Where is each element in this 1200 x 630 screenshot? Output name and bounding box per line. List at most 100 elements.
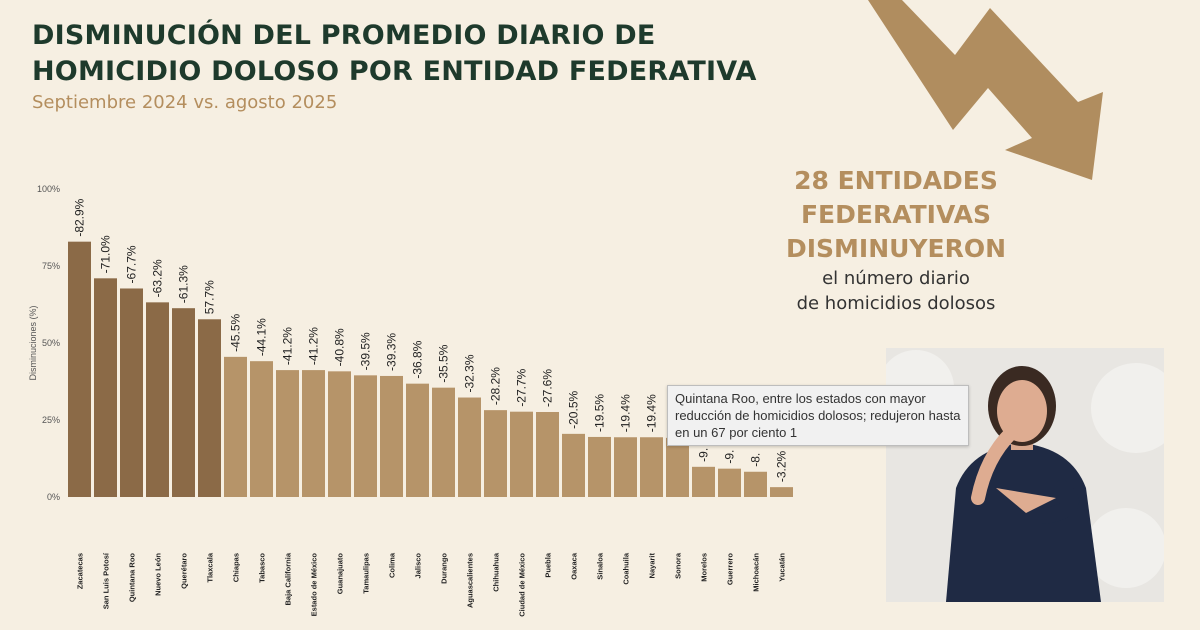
x-tick-label: Tamaulipas bbox=[362, 553, 371, 594]
x-tick-label: Baja California bbox=[284, 552, 293, 605]
x-tick-label: Nuevo León bbox=[154, 553, 163, 596]
data-label: -19.4% bbox=[619, 394, 633, 432]
data-label: -63.2% bbox=[151, 259, 165, 297]
bar bbox=[770, 487, 793, 497]
bar bbox=[68, 241, 91, 497]
x-tick-label: Guanajuato bbox=[336, 553, 345, 595]
data-label: -9. bbox=[723, 450, 737, 464]
data-label: -71.0% bbox=[99, 235, 113, 273]
data-label: -82.9% bbox=[73, 198, 87, 236]
bar bbox=[146, 302, 169, 497]
bar bbox=[172, 308, 195, 497]
caption-tooltip: Quintana Roo, entre los estados con mayo… bbox=[667, 385, 969, 446]
data-label: -9. bbox=[697, 448, 711, 462]
data-label: -41.2% bbox=[307, 327, 321, 365]
bar bbox=[666, 437, 689, 497]
bar bbox=[94, 278, 117, 497]
summary-callout: 28 ENTIDADES FEDERATIVAS DISMINUYERON el… bbox=[740, 164, 1052, 316]
x-tick-label: Coahuila bbox=[622, 552, 631, 584]
x-tick-label: Chiapas bbox=[232, 553, 241, 582]
x-tick-label: Nayarit bbox=[648, 553, 657, 579]
x-tick-label: Jalisco bbox=[414, 553, 423, 579]
x-tick-label: San Luis Potosí bbox=[102, 552, 111, 609]
bar bbox=[224, 356, 247, 497]
bar bbox=[614, 437, 637, 497]
bar bbox=[718, 468, 741, 497]
summary-line-2: FEDERATIVAS bbox=[800, 200, 991, 229]
x-tick-label: Aguascalientes bbox=[466, 553, 475, 608]
bar bbox=[250, 361, 273, 497]
data-label: -32.3% bbox=[463, 354, 477, 392]
bar bbox=[510, 411, 533, 497]
x-tick-label: Estado de México bbox=[310, 553, 319, 617]
bar-chart: Disminuciones (%) 0% 25% 50% 75% 100% -82.9% Za… bbox=[28, 184, 793, 617]
data-label: -41.2% bbox=[281, 327, 295, 365]
bar bbox=[692, 466, 715, 497]
x-tick-label: Guerrero bbox=[726, 553, 735, 586]
summary-line-5: de homicidios dolosos bbox=[796, 293, 996, 314]
y-tick-label: 100% bbox=[37, 184, 60, 194]
data-label: -19.5% bbox=[593, 394, 607, 432]
x-tick-label: Chihuahua bbox=[492, 552, 501, 592]
data-label: -27.7% bbox=[515, 368, 529, 406]
data-label: -28.2% bbox=[489, 367, 503, 405]
bar bbox=[380, 375, 403, 497]
chart-subtitle: Septiembre 2024 vs. agosto 2025 bbox=[32, 92, 338, 113]
summary-line-4: el número diario bbox=[822, 268, 970, 289]
x-tick-label: Tlaxcala bbox=[206, 552, 215, 582]
bar bbox=[302, 370, 325, 497]
bar bbox=[328, 371, 351, 497]
x-tick-label: Morelos bbox=[700, 553, 709, 582]
data-label: -39.3% bbox=[385, 333, 399, 371]
y-tick-label: 25% bbox=[42, 415, 60, 425]
y-axis-label: Disminuciones (%) bbox=[28, 305, 38, 380]
bar bbox=[588, 436, 611, 497]
bar bbox=[458, 397, 481, 497]
x-tick-label: Tabasco bbox=[258, 553, 267, 583]
bar bbox=[536, 411, 559, 497]
data-label: -8. bbox=[749, 453, 763, 467]
data-label: -3.2% bbox=[775, 450, 789, 482]
bar bbox=[640, 437, 663, 497]
y-tick-label: 75% bbox=[42, 261, 60, 271]
bar bbox=[120, 288, 143, 497]
x-tick-label: Michoacán bbox=[752, 553, 761, 592]
data-label: -45.5% bbox=[229, 314, 243, 352]
bar bbox=[432, 387, 455, 497]
x-tick-label: Oaxaca bbox=[570, 552, 579, 580]
x-tick-label: Yucatán bbox=[778, 553, 787, 582]
x-tick-label: Ciudad de México bbox=[518, 553, 527, 617]
bar bbox=[198, 319, 221, 497]
x-tick-label: Quintana Roo bbox=[128, 553, 137, 603]
x-tick-label: Durango bbox=[440, 553, 449, 584]
data-label: -19.4% bbox=[645, 394, 659, 432]
down-arrow-icon bbox=[868, 0, 1103, 180]
data-label: -39.5% bbox=[359, 332, 373, 370]
data-label: 57.7% bbox=[203, 280, 217, 314]
data-label: -20.5% bbox=[567, 391, 581, 429]
y-tick-label: 50% bbox=[42, 338, 60, 348]
bar bbox=[406, 383, 429, 497]
bar bbox=[744, 471, 767, 497]
bar bbox=[484, 410, 507, 497]
x-tick-label: Puebla bbox=[544, 552, 553, 577]
bar bbox=[354, 375, 377, 497]
bar bbox=[276, 370, 299, 497]
x-tick-label: Sonora bbox=[674, 552, 683, 579]
x-tick-label: Zacatecas bbox=[76, 553, 85, 589]
y-tick-label: 0% bbox=[47, 492, 60, 502]
data-label: -36.8% bbox=[411, 340, 425, 378]
x-tick-label: Sinaloa bbox=[596, 552, 605, 580]
data-label: -61.3% bbox=[177, 265, 191, 303]
bar bbox=[562, 433, 585, 497]
data-label: -67.7% bbox=[125, 245, 139, 283]
data-label: -40.8% bbox=[333, 328, 347, 366]
data-label: -44.1% bbox=[255, 318, 269, 356]
x-tick-label: Querétaro bbox=[180, 553, 189, 589]
summary-line-3: DISMINUYERON bbox=[785, 234, 1007, 263]
title-line-1: DISMINUCIÓN DEL PROMEDIO DIARIO DE bbox=[32, 20, 656, 51]
x-tick-label: Colima bbox=[388, 552, 397, 578]
data-label: -35.5% bbox=[437, 344, 451, 382]
summary-line-1: 28 ENTIDADES bbox=[794, 166, 998, 195]
title-line-2: HOMICIDIO DOLOSO POR ENTIDAD FEDERATIVA bbox=[32, 56, 757, 87]
